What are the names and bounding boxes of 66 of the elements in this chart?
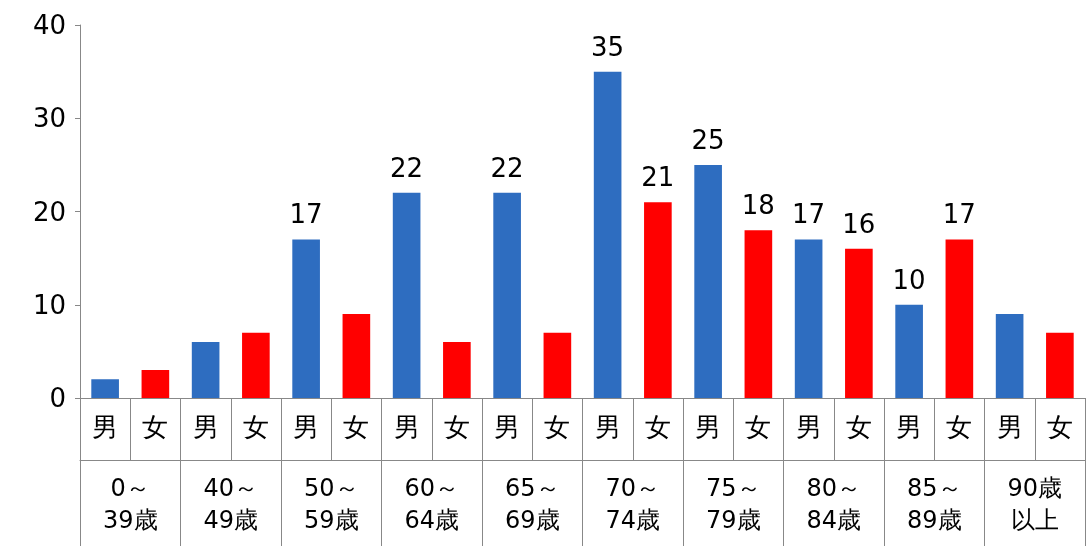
x-tick-label: 女 bbox=[443, 412, 470, 442]
bar bbox=[593, 71, 622, 398]
bar bbox=[493, 192, 521, 398]
x-tick-label: 女 bbox=[644, 412, 671, 442]
x-tick-label: 男 bbox=[896, 412, 923, 442]
x-tick-label: 男 bbox=[795, 412, 822, 442]
text: 75～79歳 bbox=[705, 474, 761, 534]
bar bbox=[443, 342, 471, 398]
data-label: 17 bbox=[792, 199, 826, 230]
text: 50～59歳 bbox=[303, 474, 359, 534]
bar bbox=[945, 239, 974, 398]
x-tick-label: 女 bbox=[343, 412, 370, 442]
x-tick-label: 女 bbox=[142, 412, 169, 442]
data-label: 22 bbox=[390, 152, 424, 183]
bar bbox=[895, 304, 923, 398]
x-tick-label: 女 bbox=[845, 412, 872, 442]
x-tick-label: 男 bbox=[996, 412, 1023, 442]
bar bbox=[543, 332, 572, 398]
y-tick-label: 30 bbox=[32, 103, 66, 134]
x-tick-label: 男 bbox=[494, 412, 521, 442]
bar bbox=[1046, 332, 1074, 398]
text: 80～84歳 bbox=[806, 474, 862, 534]
x-tick-label: 男 bbox=[92, 412, 119, 442]
bar bbox=[191, 342, 220, 398]
bar bbox=[392, 192, 421, 398]
data-label: 17 bbox=[289, 199, 323, 230]
text: 65～69歳 bbox=[504, 474, 560, 534]
y-tick-label: 10 bbox=[32, 289, 66, 320]
bar bbox=[694, 164, 722, 398]
bar bbox=[91, 379, 119, 398]
data-label: 22 bbox=[490, 152, 524, 183]
x-tick-label: 女 bbox=[946, 412, 973, 442]
bar bbox=[342, 314, 371, 398]
data-label: 18 bbox=[741, 190, 775, 221]
x-tick-label: 男 bbox=[393, 412, 420, 442]
text: 85～89歳 bbox=[906, 474, 962, 534]
x-tick-label: 女 bbox=[544, 412, 571, 442]
data-label: 25 bbox=[691, 124, 725, 155]
bar bbox=[995, 314, 1024, 398]
x-tick-label: 女 bbox=[745, 412, 772, 442]
bar bbox=[845, 248, 873, 398]
bar bbox=[242, 332, 270, 398]
bar bbox=[744, 230, 773, 398]
data-label: 21 bbox=[641, 162, 675, 193]
text: 90歳以上 bbox=[1007, 474, 1063, 534]
x-tick-label: 男 bbox=[695, 412, 722, 442]
data-label: 17 bbox=[942, 199, 976, 230]
x-tick-label: 女 bbox=[1046, 412, 1073, 442]
bar bbox=[292, 239, 320, 398]
data-label: 10 bbox=[892, 264, 926, 295]
x-tick-label: 男 bbox=[293, 412, 320, 442]
y-tick-label: 0 bbox=[49, 383, 66, 413]
data-label: 16 bbox=[842, 208, 876, 239]
x-tick-label: 男 bbox=[594, 412, 621, 442]
text: 60～64歳 bbox=[404, 474, 460, 534]
bar bbox=[644, 202, 672, 398]
text: 70～74歳 bbox=[605, 474, 661, 534]
bar bbox=[141, 370, 170, 398]
x-tick-label: 女 bbox=[242, 412, 269, 442]
x-tick-label: 男 bbox=[192, 412, 219, 442]
text: 40～49歳 bbox=[203, 474, 259, 534]
data-label: 35 bbox=[591, 31, 625, 62]
y-tick-label: 20 bbox=[32, 196, 66, 227]
y-tick-label: 40 bbox=[32, 10, 66, 40]
text: 0～39歳 bbox=[102, 474, 158, 534]
bar bbox=[794, 239, 823, 398]
